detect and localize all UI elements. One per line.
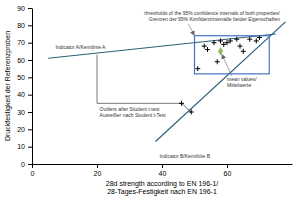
text-line: 28d strength according to EN 196-1/ (106, 180, 219, 188)
text-line: Grenzen der 95% Konfidenzintervalle beid… (149, 16, 280, 22)
y-tick: 30 (17, 109, 32, 116)
point (205, 47, 210, 52)
y-tick-mark (28, 164, 32, 165)
point (238, 44, 243, 49)
annotation: mean values/Mittelwerte (227, 76, 257, 88)
confidence-box (195, 36, 270, 74)
annotation: Outliers after Student t-testAusreißer n… (100, 106, 167, 118)
x-tick-label: 20 (94, 170, 102, 177)
mean-point (218, 47, 223, 56)
text-line: Ausreißer nach Student t-Test (100, 112, 167, 118)
y-tick: 0 (21, 161, 32, 168)
y-tick-label: 0 (21, 161, 25, 168)
y-tick: 70 (17, 39, 32, 46)
point (254, 38, 259, 43)
y-tick: 90 (17, 5, 32, 12)
chart-svg: 0 20 40 60 0 10 20 30 40 50 60 70 80 90 28d strength a… (0, 0, 300, 200)
x-axis: 0 20 40 60 (31, 164, 293, 177)
point (241, 49, 246, 54)
point (212, 40, 217, 45)
point (218, 38, 223, 43)
x-tick-mark (32, 164, 33, 168)
text-line: Mittelwerte (227, 82, 251, 88)
x-tick-mark (97, 164, 98, 168)
y-tick-mark (28, 60, 32, 61)
x-tick-mark (162, 164, 163, 168)
y-tick-label: 70 (17, 39, 25, 46)
y-tick-mark (28, 77, 32, 78)
x-tick-label: 0 (31, 170, 35, 177)
x-tick-label: 40 (159, 170, 167, 177)
annotation: Indicator B/Kennlinie B (159, 153, 210, 159)
y-tick: 60 (17, 57, 32, 64)
annotations: thresholds of the 95% confidence interva… (55, 10, 280, 159)
x-axis-title: 28d strength according to EN 196-1/28-Ta… (106, 180, 219, 196)
y-tick-label: 50 (17, 74, 25, 81)
text-line: 28-Tages-Festigkeit nach EN 196-1 (107, 188, 217, 196)
point (228, 38, 233, 43)
y-tick: 20 (17, 126, 32, 133)
text-line: Druckfestigkeit der Referenzproben (4, 31, 12, 141)
x-tick-mark (227, 164, 228, 168)
point (179, 101, 184, 106)
y-tick-label: 40 (17, 91, 25, 98)
annotation: Indicator A/Kennlinie A (55, 44, 106, 50)
point (195, 66, 200, 71)
y-tick-label: 30 (17, 109, 25, 116)
y-tick-mark (28, 129, 32, 130)
line (48, 34, 276, 58)
y-tick-mark (28, 8, 32, 9)
marks (48, 22, 285, 142)
y-axis-title: Druckfestigkeit der Referenzproben (4, 31, 12, 141)
y-tick-mark (28, 147, 32, 148)
y-tick-mark (28, 112, 32, 113)
chart-container: 0 20 40 60 0 10 20 30 40 50 60 70 80 90 28d strength a… (0, 0, 300, 200)
point (234, 37, 239, 42)
y-tick-mark (28, 95, 32, 96)
y-tick: 10 (17, 143, 32, 150)
line (97, 55, 191, 112)
y-axis: 0 10 20 30 40 50 60 70 80 90 (17, 5, 32, 168)
x-tick: 40 (159, 164, 167, 177)
point (215, 59, 220, 64)
x-tick: 60 (224, 164, 232, 177)
annotation-arrow (222, 54, 232, 76)
annotation: thresholds of the 95% confidence interva… (144, 10, 280, 22)
x-tick-label: 60 (224, 170, 232, 177)
y-axis-line (32, 9, 33, 165)
y-tick: 80 (17, 22, 32, 29)
plot-area: 0 20 40 60 0 10 20 30 40 50 60 70 80 90 28d strength a… (4, 5, 293, 196)
point (247, 37, 252, 42)
y-tick-label: 60 (17, 57, 25, 64)
y-tick: 40 (17, 91, 32, 98)
y-tick-label: 80 (17, 22, 25, 29)
text-line: Indicator A/Kennlinie A (55, 44, 106, 50)
y-tick-label: 10 (17, 143, 25, 150)
line (156, 22, 286, 142)
point (202, 44, 207, 49)
y-tick-mark (28, 25, 32, 26)
point (189, 110, 194, 115)
y-tick-mark (28, 43, 32, 44)
x-tick: 20 (94, 164, 102, 177)
y-tick-label: 20 (17, 126, 25, 133)
y-tick-label: 90 (17, 5, 25, 12)
x-tick: 0 (31, 164, 35, 177)
y-tick: 50 (17, 74, 32, 81)
annotation-arrow (189, 24, 195, 36)
text-line: Indicator B/Kennlinie B (159, 153, 210, 159)
